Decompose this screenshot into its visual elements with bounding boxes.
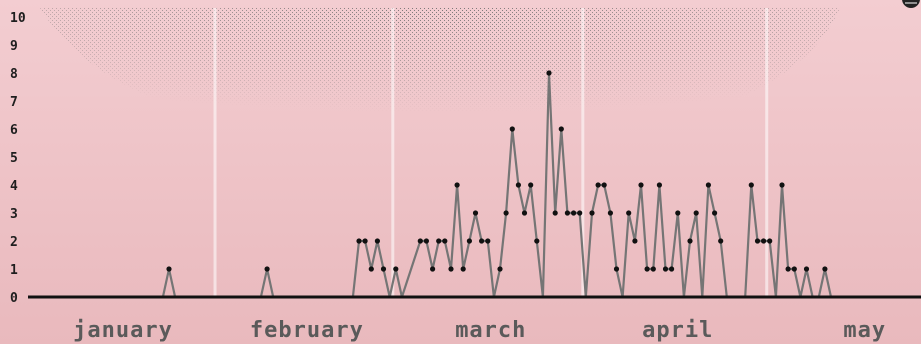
data-point: [822, 266, 828, 272]
y-tick-label: 0: [10, 291, 18, 306]
data-point: [479, 238, 485, 244]
data-point: [380, 266, 387, 272]
data-point: [650, 266, 656, 272]
data-point: [534, 238, 540, 244]
data-point: [785, 266, 791, 272]
data-point: [754, 238, 761, 244]
data-point: [546, 70, 552, 76]
data-point: [503, 210, 509, 216]
y-tick-label: 9: [10, 39, 18, 54]
y-tick-label: 7: [10, 95, 18, 110]
corner-badge-icon: [902, 0, 920, 8]
data-point: [515, 182, 522, 188]
data-point: [638, 182, 644, 188]
data-point: [368, 266, 374, 272]
data-point: [613, 266, 620, 272]
y-tick-label: 6: [10, 123, 18, 138]
data-point: [687, 238, 693, 244]
data-point: [656, 182, 663, 188]
data-point: [662, 266, 669, 272]
data-point: [362, 238, 368, 244]
data-point: [571, 210, 577, 216]
y-tick-label: 8: [10, 67, 18, 82]
data-point: [595, 182, 601, 188]
data-point: [436, 238, 442, 244]
data-point: [430, 266, 436, 272]
data-point: [466, 238, 472, 244]
y-tick-label: 5: [10, 151, 18, 166]
stipple-texture: [40, 8, 840, 143]
data-point: [791, 266, 797, 272]
data-point: [442, 238, 448, 244]
data-point: [669, 266, 675, 272]
data-point: [264, 266, 270, 272]
data-point: [767, 238, 773, 244]
data-point: [356, 238, 362, 244]
data-point: [448, 266, 454, 272]
data-point: [454, 182, 460, 188]
data-point: [166, 266, 172, 272]
data-point: [748, 182, 754, 188]
x-axis-month-labels: january february march april may: [73, 318, 886, 343]
data-point: [528, 182, 534, 188]
data-point: [564, 210, 571, 216]
data-point: [552, 210, 558, 216]
data-point: [632, 238, 638, 244]
data-point: [509, 126, 515, 132]
data-point: [626, 210, 632, 216]
data-point: [712, 210, 718, 216]
data-point: [485, 238, 491, 244]
month-label: january: [73, 318, 173, 343]
data-point: [644, 266, 650, 272]
data-point: [607, 210, 614, 216]
data-point: [761, 238, 767, 244]
y-tick-label: 4: [10, 179, 18, 194]
data-point: [577, 210, 583, 216]
data-point: [589, 210, 595, 216]
data-points: [166, 70, 828, 272]
data-point: [497, 266, 503, 272]
data-point: [803, 266, 810, 272]
data-point: [374, 238, 380, 244]
y-axis: 0 1 2 3 4 5 6 7 8 9 10: [10, 11, 26, 306]
data-point: [460, 266, 466, 272]
data-point: [472, 210, 479, 216]
y-tick-label: 2: [10, 235, 18, 250]
data-point: [393, 266, 399, 272]
y-tick-label: 10: [10, 11, 26, 26]
data-point: [705, 182, 712, 188]
data-point: [779, 182, 785, 188]
data-point: [417, 238, 423, 244]
data-point: [558, 126, 564, 132]
data-point: [693, 210, 699, 216]
data-point: [521, 210, 528, 216]
y-tick-label: 1: [10, 263, 18, 278]
data-point: [423, 238, 429, 244]
month-label: april: [642, 318, 713, 343]
month-label: may: [843, 318, 886, 343]
data-point: [675, 210, 681, 216]
month-separators: [213, 8, 769, 297]
month-label: march: [455, 318, 526, 343]
y-tick-label: 3: [10, 207, 18, 222]
month-label: february: [250, 318, 364, 343]
data-point: [718, 238, 724, 244]
data-point: [601, 182, 607, 188]
